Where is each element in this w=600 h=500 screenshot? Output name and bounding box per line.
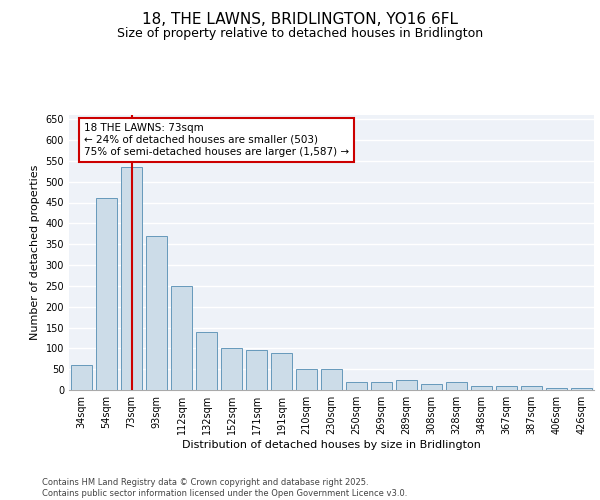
Bar (371, 382, 392, 390)
Bar (146, 236, 167, 390)
Bar (321, 369, 342, 390)
Bar (496, 386, 517, 390)
Text: 18, THE LAWNS, BRIDLINGTON, YO16 6FL: 18, THE LAWNS, BRIDLINGTON, YO16 6FL (142, 12, 458, 28)
Bar (571, 388, 592, 390)
Bar (71, 365, 92, 390)
Text: 18 THE LAWNS: 73sqm
← 24% of detached houses are smaller (503)
75% of semi-detac: 18 THE LAWNS: 73sqm ← 24% of detached ho… (84, 124, 349, 156)
Bar (346, 382, 367, 390)
Bar (121, 167, 142, 390)
Bar (471, 386, 492, 390)
Bar (396, 380, 417, 390)
Bar (421, 384, 442, 390)
Bar (546, 388, 567, 390)
X-axis label: Distribution of detached houses by size in Bridlington: Distribution of detached houses by size … (182, 440, 481, 450)
Bar (246, 350, 267, 390)
Bar (521, 386, 542, 390)
Bar (196, 332, 217, 390)
Y-axis label: Number of detached properties: Number of detached properties (30, 165, 40, 340)
Bar (221, 348, 242, 390)
Text: Size of property relative to detached houses in Bridlington: Size of property relative to detached ho… (117, 28, 483, 40)
Bar (96, 198, 117, 390)
Text: Contains HM Land Registry data © Crown copyright and database right 2025.
Contai: Contains HM Land Registry data © Crown c… (42, 478, 407, 498)
Bar (271, 352, 292, 390)
Bar (446, 382, 467, 390)
Bar (171, 286, 192, 390)
Bar (296, 369, 317, 390)
